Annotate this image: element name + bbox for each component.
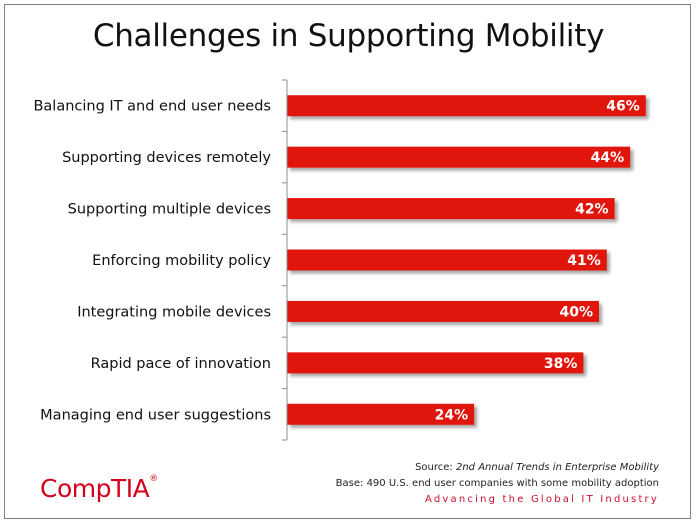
- bars-layer: 46% 44% 42% 41% 40% 38% 24%: [287, 95, 646, 425]
- data-label: 24%: [435, 407, 469, 423]
- category-axis: Balancing IT and end user needs Supportin…: [33, 79, 288, 441]
- data-label: 42%: [575, 202, 609, 218]
- category-label: Rapid pace of innovation: [91, 356, 271, 372]
- tagline: Advancing the Global IT Industry: [425, 494, 659, 505]
- chart-title: Challenges in Supporting Mobility: [92, 18, 605, 54]
- bar: [287, 352, 584, 374]
- data-label: 44%: [591, 150, 625, 166]
- data-label: 38%: [544, 356, 578, 372]
- category-label: Managing end user suggestions: [40, 407, 271, 423]
- data-label: 40%: [559, 304, 593, 320]
- source-prefix: Source:: [415, 462, 453, 473]
- data-label: 46%: [606, 99, 640, 115]
- source-note: Source: 2nd Annual Trends in Enterprise …: [336, 460, 659, 508]
- bar: [287, 249, 607, 271]
- bar: [287, 300, 599, 322]
- category-label: Enforcing mobility policy: [92, 253, 271, 269]
- category-label: Balancing IT and end user needs: [33, 99, 271, 115]
- source-title: 2nd Annual Trends in Enterprise Mobility: [455, 462, 659, 473]
- logo-text: CompTIA: [40, 474, 150, 503]
- category-label: Supporting devices remotely: [62, 150, 271, 166]
- comptia-logo: CompTIA®: [40, 474, 158, 503]
- source-line: Source: 2nd Annual Trends in Enterprise …: [336, 460, 659, 476]
- category-label: Supporting multiple devices: [68, 202, 271, 218]
- data-label: 41%: [567, 253, 601, 269]
- bar: [287, 146, 631, 168]
- base-note: Base: 490 U.S. end user companies with s…: [335, 478, 659, 489]
- logo-registered-mark: ®: [149, 474, 158, 484]
- bar: [287, 198, 615, 220]
- category-label: Integrating mobile devices: [77, 304, 271, 320]
- bar: [287, 95, 646, 117]
- bar: [287, 403, 475, 425]
